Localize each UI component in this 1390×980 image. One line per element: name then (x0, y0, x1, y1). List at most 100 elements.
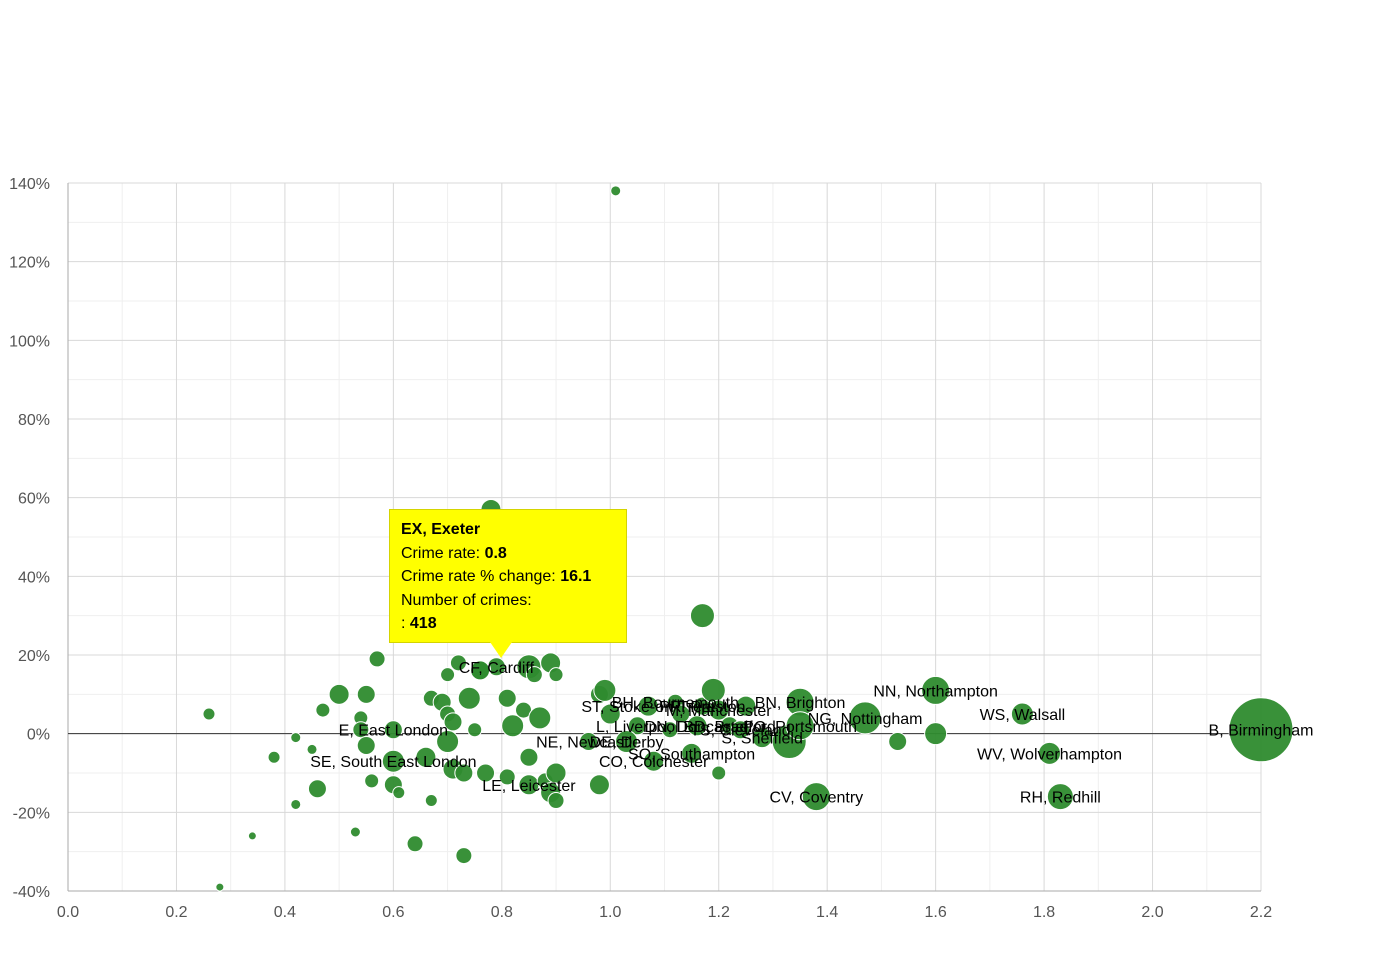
bubble (547, 792, 565, 810)
bubble-label: CO, Colchester (599, 754, 709, 771)
bubble (519, 747, 539, 767)
bubble-label: DE, Derby (590, 735, 664, 752)
bubble (848, 701, 882, 735)
bubble (307, 779, 327, 799)
bubble-label: ST, Stoke-on-Trent (581, 699, 715, 716)
bubble (599, 703, 621, 725)
bubble (689, 603, 715, 629)
bubble (545, 762, 567, 784)
bubble (610, 185, 622, 197)
bubble (681, 742, 703, 764)
bubble (1046, 783, 1074, 811)
bubble-label: L, Liverpool (596, 719, 679, 736)
bubble (247, 831, 257, 841)
bubble (730, 720, 750, 740)
bubble (671, 704, 691, 724)
x-tick-label: 1.2 (708, 904, 730, 921)
x-tick-label: 1.4 (816, 904, 838, 921)
bubble (888, 732, 908, 752)
x-tick-label: 0.2 (165, 904, 187, 921)
bubble (443, 712, 463, 732)
bubble (1038, 741, 1062, 765)
tooltip-line2-label: Crime rate % change: (401, 568, 561, 585)
bubble (356, 735, 376, 755)
bubble (498, 768, 516, 786)
tooltip-line2-value: 16.1 (560, 568, 592, 585)
tick-labels: 0.0 0.2 0.4 0.6 0.8 1.0 1.2 1.4 1.6 1.8 2.0 2.2 -40%… (9, 176, 1272, 921)
bubble (392, 786, 406, 800)
bubble (1228, 697, 1294, 763)
x-tick-label: 0.8 (491, 904, 513, 921)
tooltip-line3-label: Number of crimes: (401, 591, 532, 609)
x-tick-label: 1.0 (599, 904, 621, 921)
bubble (1010, 702, 1034, 726)
tooltip-line1-value: 0.8 (484, 544, 507, 562)
bubble (356, 684, 376, 704)
x-tick-label: 1.6 (925, 904, 947, 921)
bubble (415, 746, 437, 768)
bubble-label: TS, Cleveland (690, 723, 791, 740)
tooltip-arrow (490, 642, 512, 658)
bubble (368, 650, 386, 668)
bubble (364, 773, 380, 789)
y-tick-label: 140% (9, 176, 50, 193)
bubble (921, 675, 951, 705)
bubble (202, 707, 216, 721)
bubble (455, 847, 473, 865)
y-tick-label: 120% (9, 255, 50, 272)
bubble (711, 765, 727, 781)
bubble (476, 763, 496, 783)
bubble (501, 714, 525, 738)
grid (67, 182, 1262, 892)
x-tick-label: 0.0 (57, 904, 79, 921)
tooltip-line4-value: 418 (409, 615, 437, 632)
bubble (643, 750, 665, 772)
bubble-label: BN, Brighton (755, 695, 846, 712)
bubble-label: SO, Southampton (628, 746, 755, 763)
bubble-label: PO, Portsmouth (743, 719, 857, 736)
bubble-label: LE, Leicester (482, 778, 576, 795)
bubble (801, 782, 831, 812)
bubble (215, 882, 225, 892)
bubble (440, 667, 456, 683)
bubble (615, 730, 639, 754)
bubble (588, 774, 610, 796)
bubble-label: S, Sheffield (721, 731, 803, 748)
bubble-label: CV, Coventry (770, 790, 864, 807)
bubble (436, 730, 460, 754)
bubble (708, 699, 730, 721)
bubble-label: WV, Wolverhampton (977, 746, 1122, 763)
bubble (924, 722, 948, 746)
bubble (290, 798, 302, 810)
bubble (424, 794, 438, 808)
x-tick-label: 2.2 (1250, 904, 1272, 921)
bubbles (202, 185, 1294, 892)
x-tick-label: 2.0 (1141, 904, 1163, 921)
bubble-label: NE, Newcastle (536, 735, 641, 752)
bubble-label: WS, Walsall (980, 707, 1066, 724)
tooltip-title: EX, Exeter (401, 521, 481, 538)
bubble-label: E, East London (339, 723, 448, 740)
bubble-label: DN, Doncaster (645, 719, 751, 736)
bubble (381, 749, 405, 773)
bubble (525, 666, 543, 684)
bubble-label: NN, Northampton (873, 683, 998, 700)
tooltip: EX, Exeter Crime rate: 0.8 Crime rate % … (389, 509, 627, 643)
bubble (579, 732, 599, 752)
bubble (593, 678, 617, 702)
y-tick-label: 100% (9, 333, 50, 350)
bubble-label: CF, Cardiff (459, 660, 535, 677)
y-tick-label: 0% (27, 727, 50, 744)
bubble-label: NG, Nottingham (808, 711, 923, 728)
bubble (383, 720, 403, 740)
y-tick-label: 20% (18, 648, 50, 665)
bubble-label: BD, Bradford (683, 719, 775, 736)
bubble (290, 732, 302, 744)
bubble-label: M, Manchester (666, 703, 772, 720)
bubble (457, 686, 481, 710)
tooltip-line1-label: Crime rate: (401, 544, 485, 562)
y-tick-label: 40% (18, 569, 50, 586)
bubble (306, 743, 318, 755)
bubble (349, 826, 361, 838)
bubble (548, 667, 564, 683)
